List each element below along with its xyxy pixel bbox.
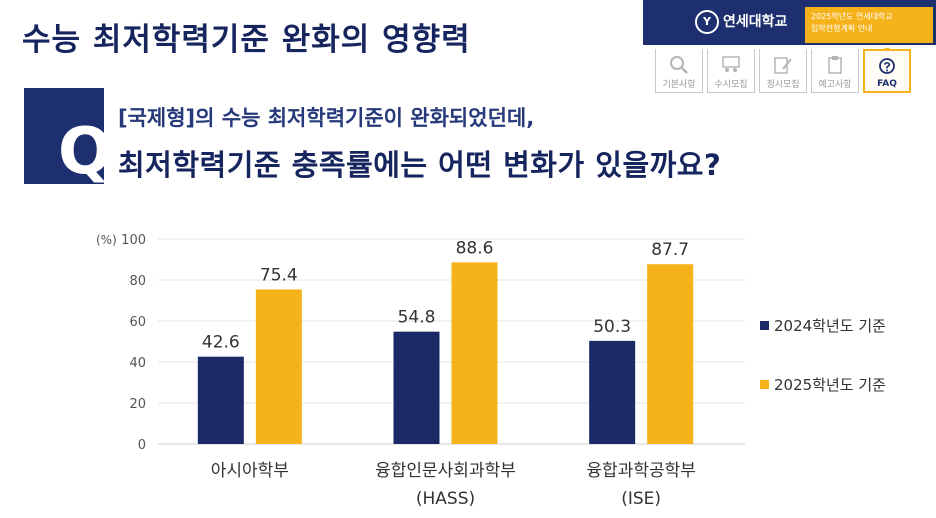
people-board-icon — [722, 56, 740, 72]
data-label: 50.3 — [593, 317, 631, 337]
bar — [451, 262, 498, 444]
x-tick-label: 아시아학부 — [211, 461, 289, 481]
banner-subtitle-line2: 입학전형계획 안내 — [811, 24, 873, 33]
header-banner: Y 연세대학교 2025학년도 연세대학교 입학전형계획 안내 — [643, 0, 936, 45]
data-label: 88.6 — [456, 238, 494, 258]
y-unit-label: (%) — [96, 233, 117, 247]
tab-label: 예고사항 — [818, 80, 852, 90]
question-letter: Q — [58, 115, 104, 184]
y-tick-label: 100 — [121, 233, 146, 248]
legend-item-2025: 2025학년도 기준 — [760, 374, 886, 395]
page-title: 수능 최저학력기준 완화의 영향력 — [22, 22, 471, 58]
tab-label: 정시모집 — [766, 80, 800, 90]
bar — [647, 264, 694, 444]
tab-label: 기본사항 — [662, 80, 696, 90]
question-line2: 최저학력기준 충족률에는 어떤 변화가 있을까요? — [118, 148, 722, 182]
tab-early-admission[interactable]: 수시모집 — [707, 49, 755, 93]
bar — [589, 340, 636, 444]
data-label: 54.8 — [398, 308, 436, 328]
bar — [393, 331, 440, 444]
tab-basics[interactable]: 기본사항 — [655, 49, 703, 93]
question-line1: [국제형]의 수능 최저학력기준이 완화되었던데, — [118, 106, 535, 130]
tab-regular-admission[interactable]: 정시모집 — [759, 49, 807, 93]
question-badge: Q — [24, 88, 104, 184]
data-label: 42.6 — [202, 333, 240, 353]
banner-subtitle: 2025학년도 연세대학교 입학전형계획 안내 — [805, 7, 933, 43]
clipboard-icon — [828, 56, 842, 74]
tab-label: 수시모집 — [714, 80, 748, 90]
data-label: 75.4 — [260, 265, 298, 285]
bar — [197, 356, 244, 444]
y-tick-label: 0 — [138, 438, 146, 453]
legend-swatch-2024 — [760, 321, 769, 330]
magnifier-icon — [670, 56, 688, 74]
legend-swatch-2025 — [760, 380, 769, 389]
tab-notices[interactable]: 예고사항 — [811, 49, 859, 93]
x-tick-label: 융합인문사회과학부 — [375, 461, 516, 481]
question-bubble-icon — [879, 58, 895, 74]
university-seal-icon: Y — [695, 10, 719, 34]
legend-item-2024: 2024학년도 기준 — [760, 315, 886, 336]
x-tick-label: (ISE) — [621, 489, 661, 509]
x-tick-label: 융합과학공학부 — [586, 461, 695, 481]
bar — [255, 289, 302, 444]
y-tick-label: 40 — [129, 356, 146, 371]
y-tick-label: 20 — [129, 397, 146, 412]
legend-label-2025: 2025학년도 기준 — [774, 376, 886, 394]
university-name: 연세대학교 — [723, 14, 788, 30]
chart-legend: 2024학년도 기준 2025학년도 기준 — [760, 315, 886, 433]
data-label: 87.7 — [651, 240, 689, 260]
banner-subtitle-line1: 2025학년도 연세대학교 — [811, 12, 893, 21]
y-tick-label: 80 — [129, 274, 146, 289]
pencil-paper-icon — [774, 57, 792, 74]
y-tick-label: 60 — [129, 315, 146, 330]
legend-label-2024: 2024학년도 기준 — [774, 317, 886, 335]
x-tick-label: (HASS) — [416, 489, 475, 509]
tab-label: FAQ — [877, 79, 897, 89]
tab-faq[interactable]: FAQ — [863, 48, 911, 93]
nav-tabs: 기본사항 수시모집 정시모집 예고사항 FAQ — [643, 45, 936, 95]
